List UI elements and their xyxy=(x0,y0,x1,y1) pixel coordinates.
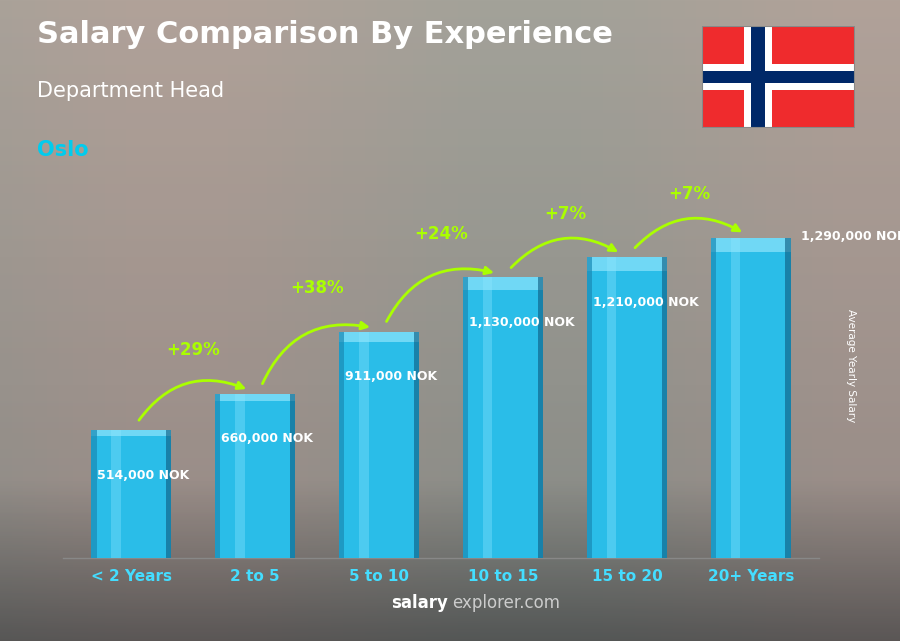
Text: Average Yearly Salary: Average Yearly Salary xyxy=(845,309,856,422)
Bar xyxy=(587,258,667,558)
Bar xyxy=(702,64,855,90)
Bar xyxy=(607,258,616,558)
Text: +38%: +38% xyxy=(291,279,344,297)
Bar xyxy=(711,238,716,558)
Text: 1,130,000 NOK: 1,130,000 NOK xyxy=(469,316,574,329)
Text: +24%: +24% xyxy=(414,224,468,243)
Bar xyxy=(166,430,171,558)
Bar xyxy=(111,430,121,558)
Text: salary: salary xyxy=(392,594,448,612)
Bar xyxy=(751,26,765,128)
Bar xyxy=(711,238,791,252)
Text: Oslo: Oslo xyxy=(38,140,89,160)
Text: 660,000 NOK: 660,000 NOK xyxy=(221,433,313,445)
Text: explorer.com: explorer.com xyxy=(452,594,560,612)
Bar xyxy=(463,278,468,558)
Bar xyxy=(662,258,667,558)
Text: Salary Comparison By Experience: Salary Comparison By Experience xyxy=(38,20,613,49)
Bar xyxy=(91,430,171,436)
Bar xyxy=(215,394,295,401)
Bar xyxy=(91,430,171,558)
Bar xyxy=(537,278,544,558)
Text: +7%: +7% xyxy=(544,205,586,223)
Text: 1,290,000 NOK: 1,290,000 NOK xyxy=(801,230,900,243)
Text: +29%: +29% xyxy=(166,341,220,360)
Bar xyxy=(91,430,96,558)
Bar xyxy=(463,278,544,290)
Bar xyxy=(731,238,741,558)
Bar xyxy=(482,278,492,558)
Bar xyxy=(338,331,419,342)
Text: 1,210,000 NOK: 1,210,000 NOK xyxy=(593,296,698,309)
Bar xyxy=(587,258,667,271)
Bar xyxy=(215,394,295,558)
Bar xyxy=(338,331,345,558)
Bar xyxy=(215,394,220,558)
Text: 514,000 NOK: 514,000 NOK xyxy=(97,469,189,481)
Text: +7%: +7% xyxy=(668,185,710,203)
Bar xyxy=(786,238,791,558)
Bar xyxy=(702,71,855,83)
Text: Department Head: Department Head xyxy=(38,81,225,101)
Bar xyxy=(711,238,791,558)
Bar xyxy=(743,26,771,128)
Text: 911,000 NOK: 911,000 NOK xyxy=(345,370,437,383)
Bar xyxy=(338,331,419,558)
Bar xyxy=(359,331,369,558)
Bar xyxy=(414,331,419,558)
Bar xyxy=(463,278,544,558)
Bar xyxy=(290,394,295,558)
Bar xyxy=(235,394,245,558)
Bar xyxy=(587,258,592,558)
